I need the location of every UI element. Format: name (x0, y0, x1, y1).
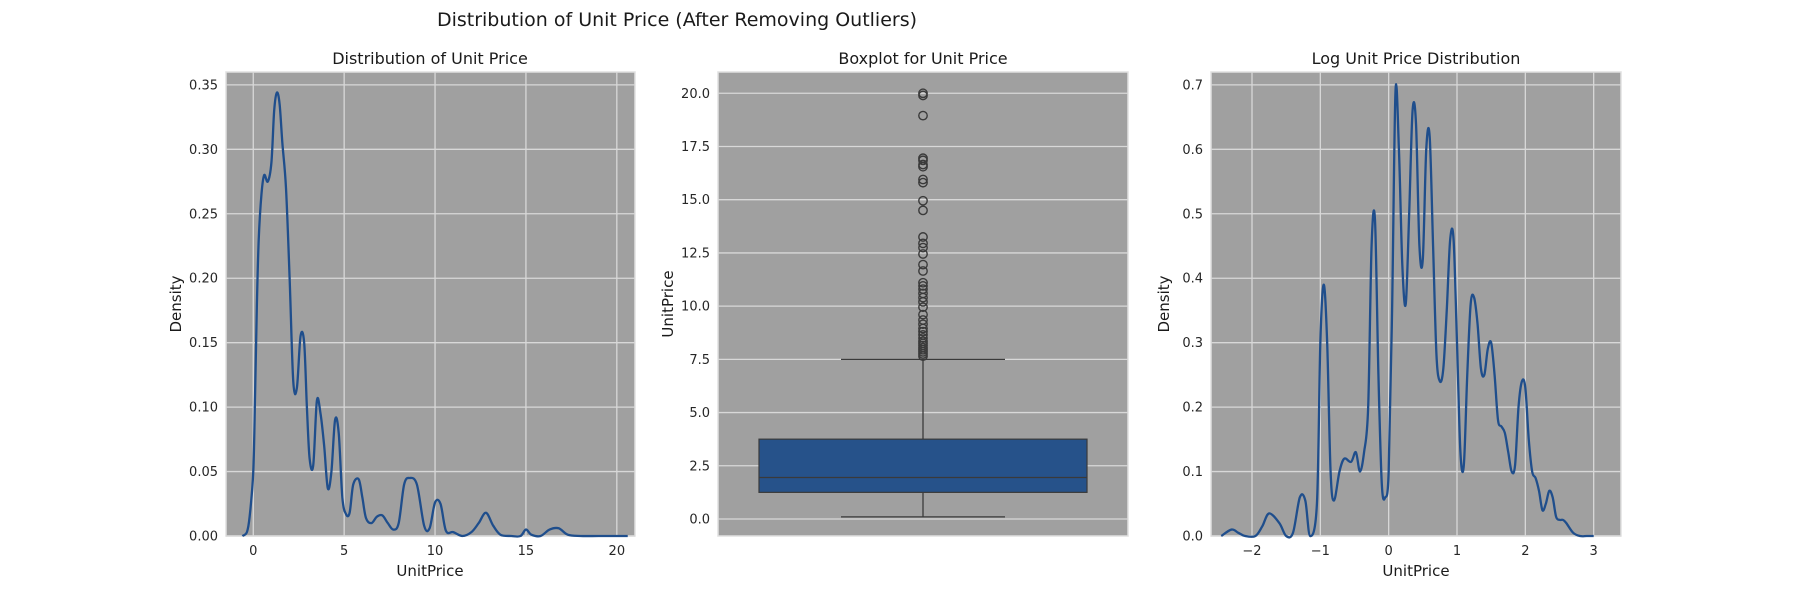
y-tick-label: 7.5 (689, 353, 710, 368)
outlier-point (918, 238, 928, 249)
outlier-point (918, 329, 928, 340)
x-tick-label: 15 (518, 544, 535, 559)
ticks-log-unit-price-kde: 0.0 0.1 0.2 0.3 0.4 0.5 0.6 0.7 −2 −1 0 1 2 3 (1182, 78, 1597, 559)
outlier-point (918, 232, 928, 242)
outlier-point (918, 326, 928, 337)
y-tick-label: 2.5 (689, 459, 710, 474)
y-tick-label: 0.35 (189, 78, 218, 93)
y-tick-label: 0.0 (1182, 530, 1203, 545)
y-axis-label-unit-price-boxplot: UnitPrice (659, 270, 677, 337)
plot-area-unit-price-kde (225, 71, 636, 537)
y-tick-label: 0.25 (189, 207, 218, 222)
marks-log-unit-price-kde (1220, 83, 1594, 539)
outlier-point (918, 302, 928, 313)
y-tick-label: 12.5 (681, 246, 710, 261)
y-tick-label: 5.0 (689, 406, 710, 421)
outlier-point (918, 242, 928, 253)
marks-unit-price-kde (241, 91, 628, 538)
panel-unit-price-boxplot: 0.0 2.5 5.0 7.5 10.0 12.5 15.0 17.5 20.0 Boxplot… (659, 49, 1129, 537)
y-tick-label: 0.10 (189, 401, 218, 416)
y-tick-label: 0.3 (1182, 336, 1203, 351)
outlier-point (918, 284, 928, 295)
y-axis-label-unit-price-kde: Density (167, 275, 185, 332)
panel-unit-price-kde: 0.00 0.05 0.10 0.15 0.20 0.25 0.30 0.35 0 5 10 15 20… (167, 49, 636, 580)
panel-log-unit-price-kde: 0.0 0.1 0.2 0.3 0.4 0.5 0.6 0.7 −2 −1 0 1 2 3 Log Uni… (1155, 49, 1622, 580)
ticks-unit-price-kde: 0.00 0.05 0.10 0.15 0.20 0.25 0.30 0.35 0 5 10 15 20 (189, 78, 625, 559)
outlier-point (918, 281, 928, 291)
x-tick-label: 0 (1385, 544, 1393, 559)
kde-line-log-unit-price-kde (1220, 83, 1594, 539)
y-tick-label: 0.1 (1182, 465, 1203, 480)
x-tick-label: 10 (427, 544, 444, 559)
y-tick-label: 0.2 (1182, 401, 1203, 416)
outlier-point (918, 88, 928, 99)
outlier-point (918, 333, 928, 343)
x-axis-label-log-unit-price-kde: UnitPrice (1382, 562, 1449, 580)
y-tick-label: 0.0 (689, 512, 710, 527)
outlier-point (918, 153, 928, 164)
y-tick-label: 0.6 (1182, 143, 1203, 158)
outlier-point (918, 319, 928, 330)
figure-suptitle: Distribution of Unit Price (After Removi… (437, 9, 917, 31)
outlier-point (918, 309, 928, 320)
x-tick-label: 0 (249, 544, 257, 559)
outlier-point (918, 336, 928, 347)
outlier-point (918, 288, 928, 299)
box-iqr (758, 438, 1088, 493)
outlier-point (918, 277, 928, 288)
ticks-unit-price-boxplot: 0.0 2.5 5.0 7.5 10.0 12.5 15.0 17.5 20.0 (681, 87, 710, 528)
outlier-point (918, 195, 928, 206)
outlier-point (918, 159, 928, 170)
outlier-point (918, 266, 928, 276)
y-tick-label: 17.5 (681, 140, 710, 155)
outlier-point (918, 174, 928, 185)
y-axis-label-log-unit-price-kde: Density (1155, 275, 1173, 332)
y-tick-label: 0.15 (189, 336, 218, 351)
y-tick-label: 15.0 (681, 193, 710, 208)
y-tick-label: 0.05 (189, 465, 218, 480)
outlier-point (918, 315, 928, 325)
y-tick-label: 0.7 (1182, 78, 1203, 93)
x-axis-label-unit-price-kde: UnitPrice (396, 562, 463, 580)
x-tick-label: 1 (1453, 544, 1461, 559)
x-tick-label: 5 (340, 544, 348, 559)
outlier-point (918, 177, 928, 188)
y-tick-label: 0.5 (1182, 207, 1203, 222)
x-tick-label: 20 (609, 544, 626, 559)
panel-title-log-unit-price-kde: Log Unit Price Distribution (1312, 49, 1521, 68)
x-tick-label: −2 (1242, 544, 1261, 559)
outlier-point (918, 205, 928, 216)
x-tick-label: 2 (1521, 544, 1529, 559)
panel-title-unit-price-kde: Distribution of Unit Price (332, 49, 528, 68)
outlier-point (918, 110, 928, 121)
y-tick-label: 0.20 (189, 272, 218, 287)
x-tick-label: −1 (1311, 544, 1330, 559)
marks-unit-price-boxplot (758, 88, 1088, 518)
panel-title-unit-price-boxplot: Boxplot for Unit Price (838, 49, 1007, 68)
outlier-point (918, 249, 928, 259)
outlier-point (918, 259, 928, 270)
x-tick-label: 3 (1590, 544, 1598, 559)
kde-line-unit-price-kde (241, 91, 628, 538)
y-tick-label: 0.4 (1182, 272, 1203, 287)
grid-unit-price-kde (226, 72, 635, 537)
y-tick-label: 10.0 (681, 300, 710, 315)
y-tick-label: 20.0 (681, 87, 710, 102)
y-tick-label: 0.00 (189, 530, 218, 545)
y-tick-label: 0.30 (189, 143, 218, 158)
